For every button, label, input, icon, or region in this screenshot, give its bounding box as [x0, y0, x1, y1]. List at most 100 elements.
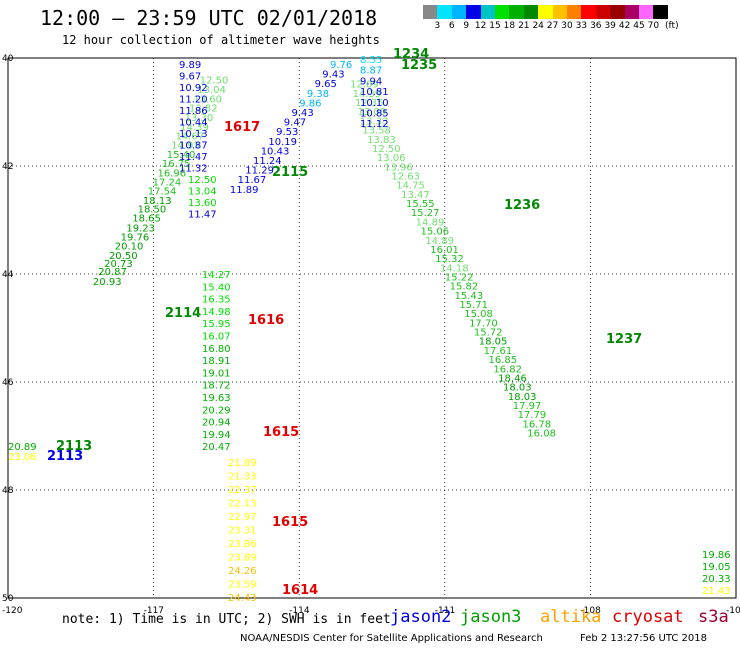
- swh-value: 12.35: [355, 98, 384, 109]
- pass-time-label: 1616: [248, 313, 284, 328]
- swh-value: 14.39: [353, 89, 382, 100]
- swh-value: 13.06: [377, 153, 406, 164]
- swh-value: 20.87: [98, 267, 127, 278]
- swh-value: 14.27: [202, 270, 231, 281]
- lon-tick-label: -108: [580, 606, 601, 616]
- lon-tick-label: -114: [289, 606, 310, 616]
- satellite-label-s3a: s3a: [698, 607, 729, 627]
- legend-unit: (ft): [665, 21, 679, 31]
- legend-swatch: [610, 5, 625, 19]
- swh-value: 12.50: [200, 75, 229, 86]
- swh-value: 11.47: [179, 152, 208, 163]
- swh-value: 11.47: [188, 210, 217, 221]
- swh-value: 14.89: [416, 217, 445, 228]
- pass-time-label: 1236: [504, 198, 540, 213]
- legend-swatch: [523, 5, 539, 19]
- lat-tick-label: 42: [2, 162, 13, 172]
- swh-value: 16.78: [522, 419, 551, 430]
- legend-label: 15: [489, 21, 501, 31]
- swh-value: 15.82: [450, 282, 479, 293]
- swh-value: 11.86: [179, 106, 208, 117]
- swh-value: 17.54: [148, 187, 177, 198]
- swh-value: 15.43: [455, 291, 484, 302]
- swh-value: 11.24: [253, 156, 282, 167]
- swh-value: 9.47: [284, 118, 306, 129]
- legend-swatch: [552, 5, 567, 19]
- swh-value: 14.18: [440, 263, 469, 274]
- map-subtitle: 12 hour collection of altimeter wave hei…: [62, 33, 380, 47]
- swh-value: 11.29: [245, 166, 274, 177]
- legend-label: 24: [532, 21, 544, 31]
- legend-label: 42: [618, 21, 631, 31]
- swh-value: 24.26: [228, 566, 257, 577]
- pass-time-label: 1615: [263, 425, 299, 440]
- swh-value: 15.22: [445, 272, 474, 283]
- map-frame: [7, 57, 737, 599]
- legend-swatch: [437, 5, 452, 19]
- swh-value: 21.43: [702, 586, 731, 597]
- legend-label: 3: [434, 21, 441, 31]
- legend-swatch: [466, 5, 481, 19]
- swh-value: 20.50: [109, 251, 138, 262]
- swh-value: 23.86: [228, 539, 257, 550]
- swh-value: 16.75: [162, 159, 191, 170]
- legend-label: 30: [561, 21, 573, 31]
- swh-value: 20.47: [202, 442, 231, 453]
- legend-swatch: [451, 5, 467, 19]
- swh-value: 23.59: [228, 580, 257, 591]
- swh-value: 15.71: [459, 300, 488, 311]
- pass-time-label: 1237: [606, 332, 642, 347]
- swh-value: 10.92: [179, 83, 208, 94]
- swh-value: 17.24: [153, 177, 182, 188]
- legend-swatch: [480, 5, 495, 19]
- swh-value: 9.94: [360, 76, 382, 87]
- legend-swatch: [639, 5, 654, 19]
- swh-value: 8.55: [360, 55, 382, 66]
- swh-value: 10.10: [360, 98, 389, 109]
- swh-value: 16.01: [430, 245, 459, 256]
- swh-value: 9.67: [179, 72, 201, 83]
- legend-swatch: [653, 5, 668, 19]
- swh-value: 10.87: [179, 141, 208, 152]
- pass-time-label: 2115: [272, 165, 308, 180]
- swh-value: 14.98: [202, 307, 231, 318]
- swh-value: 15.32: [435, 254, 464, 265]
- swh-value: 16.96: [157, 168, 186, 179]
- lon-tick-label: -111: [435, 606, 455, 616]
- swh-value: 17.79: [518, 410, 547, 421]
- lat-tick-label: 40: [2, 54, 14, 64]
- swh-value: 15.08: [464, 309, 493, 320]
- swh-value: 23.31: [228, 526, 257, 537]
- lon-tick-label: -105: [726, 606, 740, 616]
- swh-value: 10.13: [179, 129, 208, 140]
- swh-value: 16.82: [493, 364, 522, 375]
- legend-label: 12: [474, 21, 487, 31]
- swh-value: 11.12: [360, 119, 389, 130]
- swh-value: 22.97: [228, 512, 257, 523]
- lat-tick-label: 44: [2, 270, 14, 280]
- legend-swatch: [423, 5, 438, 19]
- lat-tick-label: 46: [2, 378, 14, 388]
- swh-value: 13.04: [188, 187, 217, 198]
- swh-value: 22.37: [228, 485, 257, 496]
- lat-tick-label: 50: [2, 594, 14, 604]
- swh-value: 14.89: [425, 236, 454, 247]
- swh-value: 14.39: [180, 122, 209, 133]
- swh-value: 14.67: [175, 132, 204, 143]
- swh-value: 21.89: [228, 458, 257, 469]
- legend-label: 18: [503, 21, 516, 31]
- swh-value: 15.72: [474, 328, 503, 339]
- lat-tick-label: 48: [2, 486, 14, 496]
- swh-value: 18.65: [132, 214, 161, 225]
- satellite-label-altika: altika: [540, 607, 602, 627]
- pass-time-label: 1614: [282, 583, 318, 598]
- legend-swatch: [581, 5, 596, 19]
- swh-value: 20.73: [104, 259, 133, 270]
- swh-value: 15.95: [202, 319, 231, 330]
- swh-value: 13.30: [185, 113, 214, 124]
- swh-value: 20.93: [93, 277, 122, 288]
- swh-value: 13.04: [197, 85, 226, 96]
- swh-value: 13.83: [367, 135, 396, 146]
- swh-value: 9.89: [179, 60, 201, 71]
